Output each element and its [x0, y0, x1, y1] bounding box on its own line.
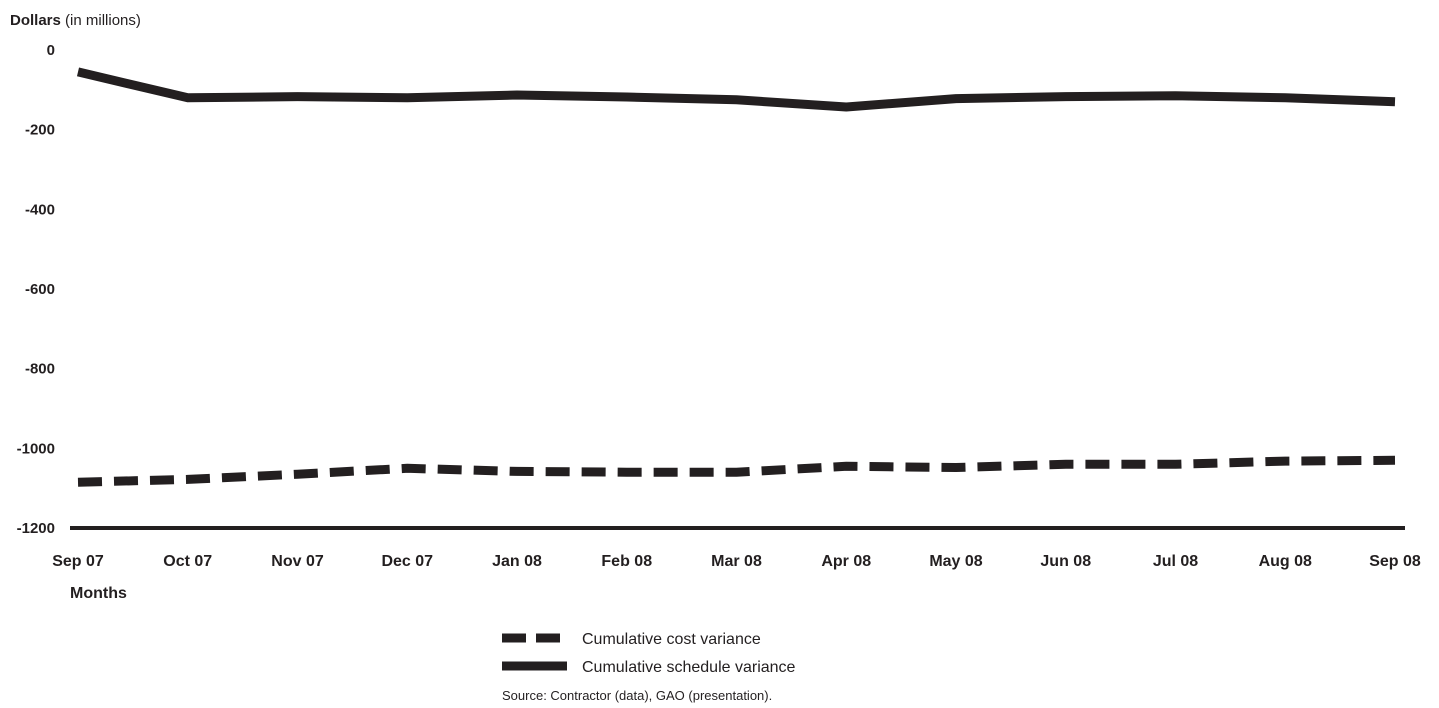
x-tick-label: May 08 — [929, 553, 982, 570]
source-note: Source: Contractor (data), GAO (presenta… — [502, 688, 772, 703]
series-line-cumulative-cost-variance — [77, 455, 1396, 487]
y-axis-ticks: 0 -200 -400 -600 -800 -1000 -1200 — [17, 42, 55, 537]
y-axis-label: Dollars (in millions) — [10, 12, 141, 29]
x-tick-label: Jan 08 — [492, 553, 542, 570]
y-tick-label: -200 — [25, 122, 55, 139]
x-tick-label: Jul 08 — [1153, 553, 1198, 570]
x-tick-label: Sep 07 — [52, 553, 104, 570]
y-tick-label: -600 — [25, 281, 55, 298]
x-axis-ticks: Sep 07 Oct 07 Nov 07 Dec 07 Jan 08 Feb 08 Mar … — [52, 553, 1421, 570]
y-tick-label: -1200 — [17, 520, 55, 537]
x-tick-label: Mar 08 — [711, 553, 762, 570]
x-tick-label: Feb 08 — [601, 553, 652, 570]
y-tick-label: 0 — [47, 42, 55, 59]
x-tick-label: Jun 08 — [1040, 553, 1091, 570]
x-tick-label: Oct 07 — [163, 553, 212, 570]
y-tick-label: -1000 — [17, 440, 55, 457]
series-line-cumulative-schedule-variance — [76, 67, 1396, 112]
legend-label-schedule: Cumulative schedule variance — [582, 659, 796, 676]
y-tick-label: -400 — [25, 201, 55, 218]
legend: Cumulative cost variance Cumulative sche… — [502, 631, 796, 676]
y-axis-label-unit: (in millions) — [61, 12, 141, 29]
x-tick-label: Sep 08 — [1369, 553, 1421, 570]
x-tick-label: Apr 08 — [821, 553, 871, 570]
y-axis-label-bold: Dollars — [10, 12, 61, 29]
x-tick-label: Dec 07 — [381, 553, 433, 570]
y-tick-label: -800 — [25, 361, 55, 378]
series-layer — [76, 67, 1396, 487]
x-tick-label: Nov 07 — [271, 553, 324, 570]
legend-label-cost: Cumulative cost variance — [582, 631, 761, 648]
x-tick-label: Aug 08 — [1259, 553, 1312, 570]
x-axis-label: Months — [70, 585, 127, 602]
